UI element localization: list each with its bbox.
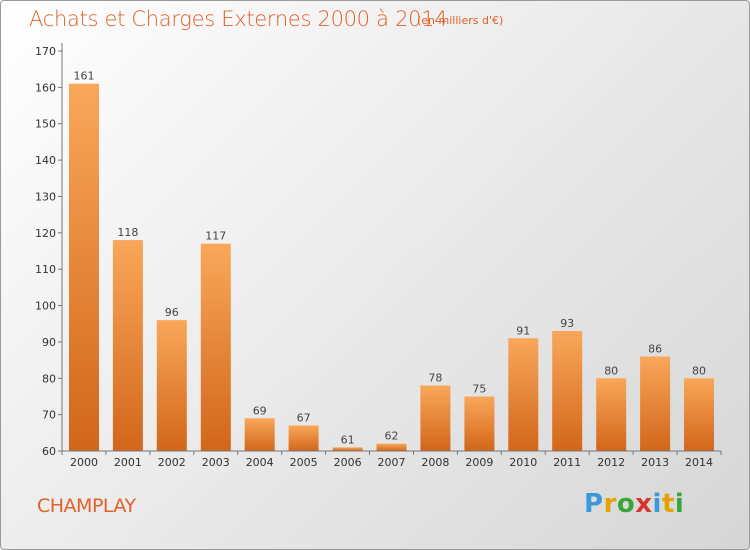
- x-tick-label: 2004: [246, 456, 274, 469]
- data-label: 117: [205, 230, 226, 243]
- y-tick-label: 160: [35, 81, 56, 94]
- x-tick-label: 2008: [421, 456, 449, 469]
- bar-2009: [464, 396, 495, 451]
- logo-letter: P: [584, 489, 604, 519]
- data-label: 86: [648, 343, 662, 356]
- bar-2013: [640, 356, 671, 451]
- data-label: 75: [472, 383, 486, 396]
- bar-2000: [69, 83, 99, 451]
- logo-letter: o: [616, 489, 636, 519]
- y-tick-label: 70: [42, 409, 56, 422]
- y-tick-label: 110: [35, 263, 56, 276]
- y-tick-label: 140: [35, 154, 56, 167]
- bar-2011: [552, 331, 583, 451]
- bar-2014: [684, 378, 714, 451]
- x-tick-label: 2001: [114, 456, 142, 469]
- bars-group: 161 118 96 117 69 67 61 62 78 75 91 93 80 86 80: [69, 70, 714, 451]
- x-tick-label: 2003: [202, 456, 230, 469]
- data-label: 118: [117, 226, 138, 239]
- data-label: 91: [516, 324, 530, 337]
- y-tick-label: 60: [42, 445, 56, 458]
- bar-2003: [200, 243, 231, 451]
- x-tick-label: 2007: [378, 456, 406, 469]
- data-label: 161: [74, 70, 95, 83]
- y-tick-label: 100: [35, 300, 56, 313]
- y-tick-label: 90: [42, 336, 56, 349]
- bar-2012: [596, 378, 627, 451]
- data-label: 67: [297, 412, 311, 425]
- y-tick-label: 120: [35, 227, 56, 240]
- bar-2004: [244, 418, 275, 451]
- bar-2006: [332, 447, 363, 451]
- data-label: 78: [428, 372, 442, 385]
- bar-2005: [288, 425, 319, 451]
- y-tick-label: 80: [42, 372, 56, 385]
- axes-group: 2000 2001 2002 2003 2004 2005 2006 2007 2008 2009…: [35, 43, 722, 469]
- bar-2001: [112, 240, 143, 451]
- proxiti-logo: Proxiti: [584, 489, 684, 519]
- x-tick-label: 2005: [290, 456, 318, 469]
- bar-2002: [156, 320, 187, 451]
- bar-2010: [508, 338, 539, 451]
- y-tick-label: 170: [35, 45, 56, 58]
- logo-letter: i: [674, 489, 685, 519]
- x-tick-label: 2013: [641, 456, 669, 469]
- data-label: 80: [604, 364, 618, 377]
- y-tick-label: 130: [35, 191, 56, 204]
- bar-2007: [376, 443, 407, 451]
- data-label: 62: [385, 430, 399, 443]
- y-tick-label: 150: [35, 118, 56, 131]
- x-tick-label: 2000: [70, 456, 98, 469]
- chart-subtitle: (en milliers d'€): [417, 14, 504, 27]
- data-label: 69: [253, 404, 267, 417]
- logo-letter: r: [603, 489, 617, 519]
- logo-letter: i: [652, 489, 662, 519]
- x-tick-label: 2011: [553, 456, 581, 469]
- x-tick-label: 2009: [465, 456, 493, 469]
- bar-2008: [420, 385, 451, 451]
- x-tick-label: 2006: [334, 456, 362, 469]
- logo-letter: t: [661, 489, 675, 519]
- data-label: 61: [341, 433, 355, 446]
- data-label: 96: [165, 306, 179, 319]
- x-tick-label: 2002: [158, 456, 186, 469]
- data-label: 93: [560, 317, 574, 330]
- x-tick-label: 2010: [509, 456, 537, 469]
- chart-title: Achats et Charges Externes 2000 à 2014: [29, 7, 448, 31]
- x-tick-label: 2012: [597, 456, 625, 469]
- x-tick-label: 2014: [685, 456, 713, 469]
- logo-letter: x: [635, 489, 653, 519]
- commune-name: CHAMPLAY: [37, 495, 136, 517]
- data-label: 80: [692, 364, 706, 377]
